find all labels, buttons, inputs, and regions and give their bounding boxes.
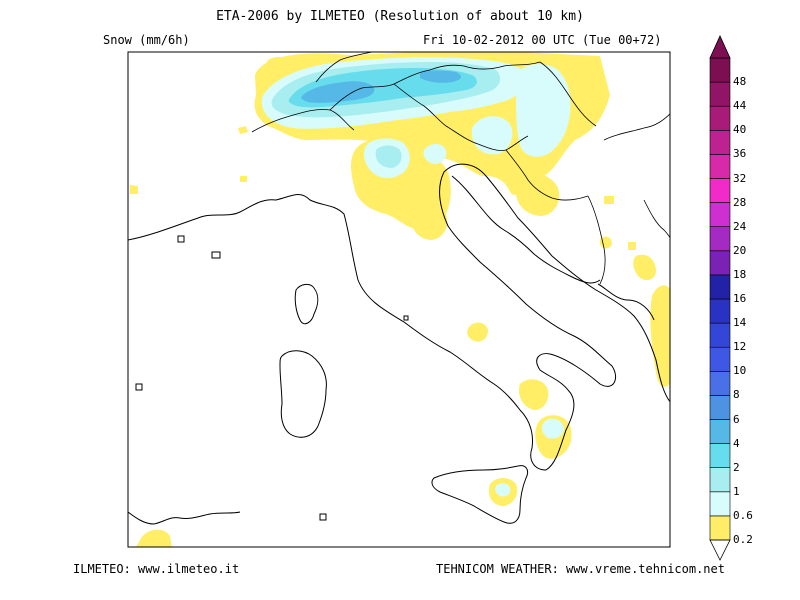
legend-label: 6 — [733, 412, 740, 426]
legend-colorbar — [709, 57, 731, 541]
legend-label: 32 — [733, 171, 747, 185]
snow-4-area — [301, 70, 461, 103]
legend-label: 16 — [733, 292, 747, 305]
legend-label: 4 — [733, 436, 740, 450]
legend-label: 0.6 — [733, 508, 753, 522]
variable-label: Snow (mm/6h) — [103, 33, 190, 47]
borders — [251, 52, 670, 285]
legend-swatch-0.6 — [709, 491, 731, 517]
legend-swatch-16 — [709, 274, 731, 300]
legend-swatch-8 — [709, 370, 731, 396]
legend-swatch-0.2 — [709, 515, 731, 541]
legend-label: 44 — [733, 99, 747, 113]
legend-swatch-36 — [709, 130, 731, 155]
legend-label: 8 — [733, 388, 740, 402]
legend-label: 2 — [733, 460, 740, 474]
legend-swatch-10 — [709, 346, 731, 372]
legend-swatch-44 — [709, 81, 731, 107]
legend-swatch-32 — [709, 154, 731, 179]
legend-swatch-24 — [709, 202, 731, 228]
legend-label: 20 — [733, 243, 747, 257]
credit-right: TEHNICOM WEATHER: www.vreme.tehnicom.net — [436, 562, 725, 576]
legend-swatch-2 — [709, 443, 731, 469]
legend-swatch-14 — [709, 298, 731, 324]
map-frame — [127, 51, 671, 548]
legend-swatch-12 — [709, 322, 731, 348]
legend-lower-arrow — [709, 539, 731, 561]
coastlines — [128, 163, 670, 525]
legend-swatch-28 — [709, 178, 731, 203]
map-title: ETA-2006 by ILMETEO (Resolution of about… — [216, 9, 584, 24]
legend-swatch-1 — [709, 467, 731, 493]
legend-swatch-20 — [709, 226, 731, 252]
legend-label: 24 — [733, 219, 747, 233]
legend-upper-arrow — [709, 35, 731, 59]
precip-field — [130, 52, 670, 547]
legend-label: 0.2 — [733, 533, 753, 546]
legend-swatch-18 — [709, 250, 731, 276]
legend-swatch-6 — [709, 395, 731, 420]
legend-label: 36 — [733, 147, 747, 161]
legend-label: 1 — [733, 484, 740, 498]
legend-label: 12 — [733, 340, 747, 354]
credit-left: ILMETEO: www.ilmeteo.it — [73, 562, 240, 576]
legend-label: 28 — [733, 195, 747, 209]
legend-swatch-4 — [709, 419, 731, 444]
legend-label: 48 — [733, 75, 747, 89]
legend-swatch-48 — [709, 57, 731, 83]
legend-label: 18 — [733, 267, 747, 281]
legend-label: 40 — [733, 123, 747, 137]
legend-label: 10 — [733, 364, 747, 378]
legend-label: 14 — [733, 316, 747, 330]
legend-swatch-40 — [709, 105, 731, 131]
valid-time-label: Fri 10-02-2012 00 UTC (Tue 00+72) — [423, 33, 662, 47]
